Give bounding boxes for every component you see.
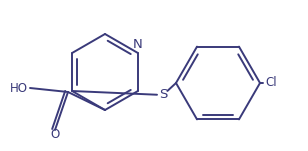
Text: Cl: Cl <box>265 77 277 90</box>
Text: HO: HO <box>10 82 28 95</box>
Text: N: N <box>133 37 143 50</box>
Text: S: S <box>159 88 167 101</box>
Text: O: O <box>51 128 60 141</box>
